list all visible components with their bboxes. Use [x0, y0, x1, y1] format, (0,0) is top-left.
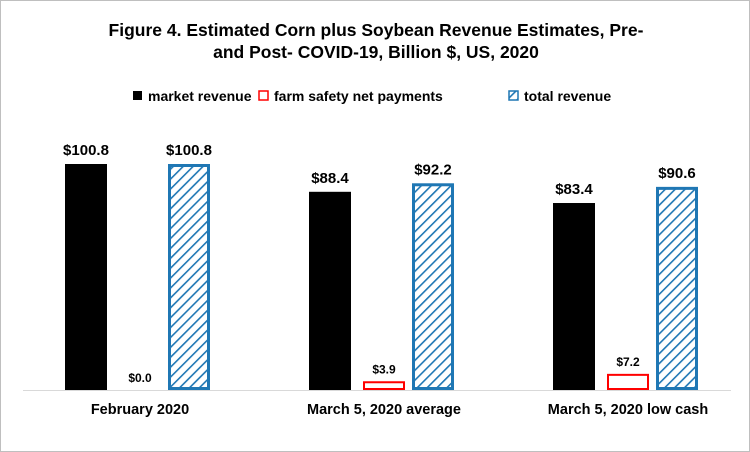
legend: market revenue farm safety net payments to…: [133, 88, 611, 104]
bar-2-0: [168, 164, 210, 390]
chart-title-line-1: Figure 4. Estimated Corn plus Soybean Re…: [108, 20, 644, 40]
legend-swatch-0: [133, 91, 142, 100]
bar-0-0: [65, 164, 107, 390]
legend-label-1: farm safety net payments: [274, 88, 443, 104]
bar-2-2: [656, 186, 698, 390]
category-labels: February 2020 March 5, 2020 average March …: [91, 402, 708, 418]
legend-label-2: total revenue: [524, 88, 611, 104]
chart-title: Figure 4. Estimated Corn plus Soybean Re…: [41, 19, 711, 63]
bar-label-2-0: $100.8: [166, 142, 212, 159]
legend-swatch-2: [508, 90, 519, 101]
bars: $100.8 $0.0 $100.8 $88.4 $3.9 $92.2 $83.4 $7.2 $…: [63, 142, 698, 391]
bar-label-0-0: $100.8: [63, 142, 109, 159]
bar-1-2: [607, 373, 649, 391]
bar-2-1: [412, 183, 454, 390]
bar-0-2: [553, 203, 595, 390]
bar-label-0-2: $83.4: [555, 181, 593, 198]
bar-label-1-0: $0.0: [128, 371, 152, 385]
legend-swatch-1: [258, 90, 269, 101]
bar-1-1: [363, 381, 405, 390]
bar-label-2-2: $90.6: [658, 165, 696, 182]
category-label-1: March 5, 2020 average: [307, 402, 461, 418]
category-label-2: March 5, 2020 low cash: [548, 402, 708, 418]
bar-label-2-1: $92.2: [414, 161, 452, 178]
bar-label-1-2: $7.2: [616, 355, 640, 369]
bar-label-0-1: $88.4: [311, 170, 349, 187]
category-label-0: February 2020: [91, 402, 189, 418]
bar-label-1-1: $3.9: [372, 362, 396, 376]
bar-0-1: [309, 191, 351, 390]
legend-label-0: market revenue: [148, 88, 252, 104]
chart-title-line-2: and Post- COVID-19, Billion $, US, 2020: [213, 42, 539, 62]
